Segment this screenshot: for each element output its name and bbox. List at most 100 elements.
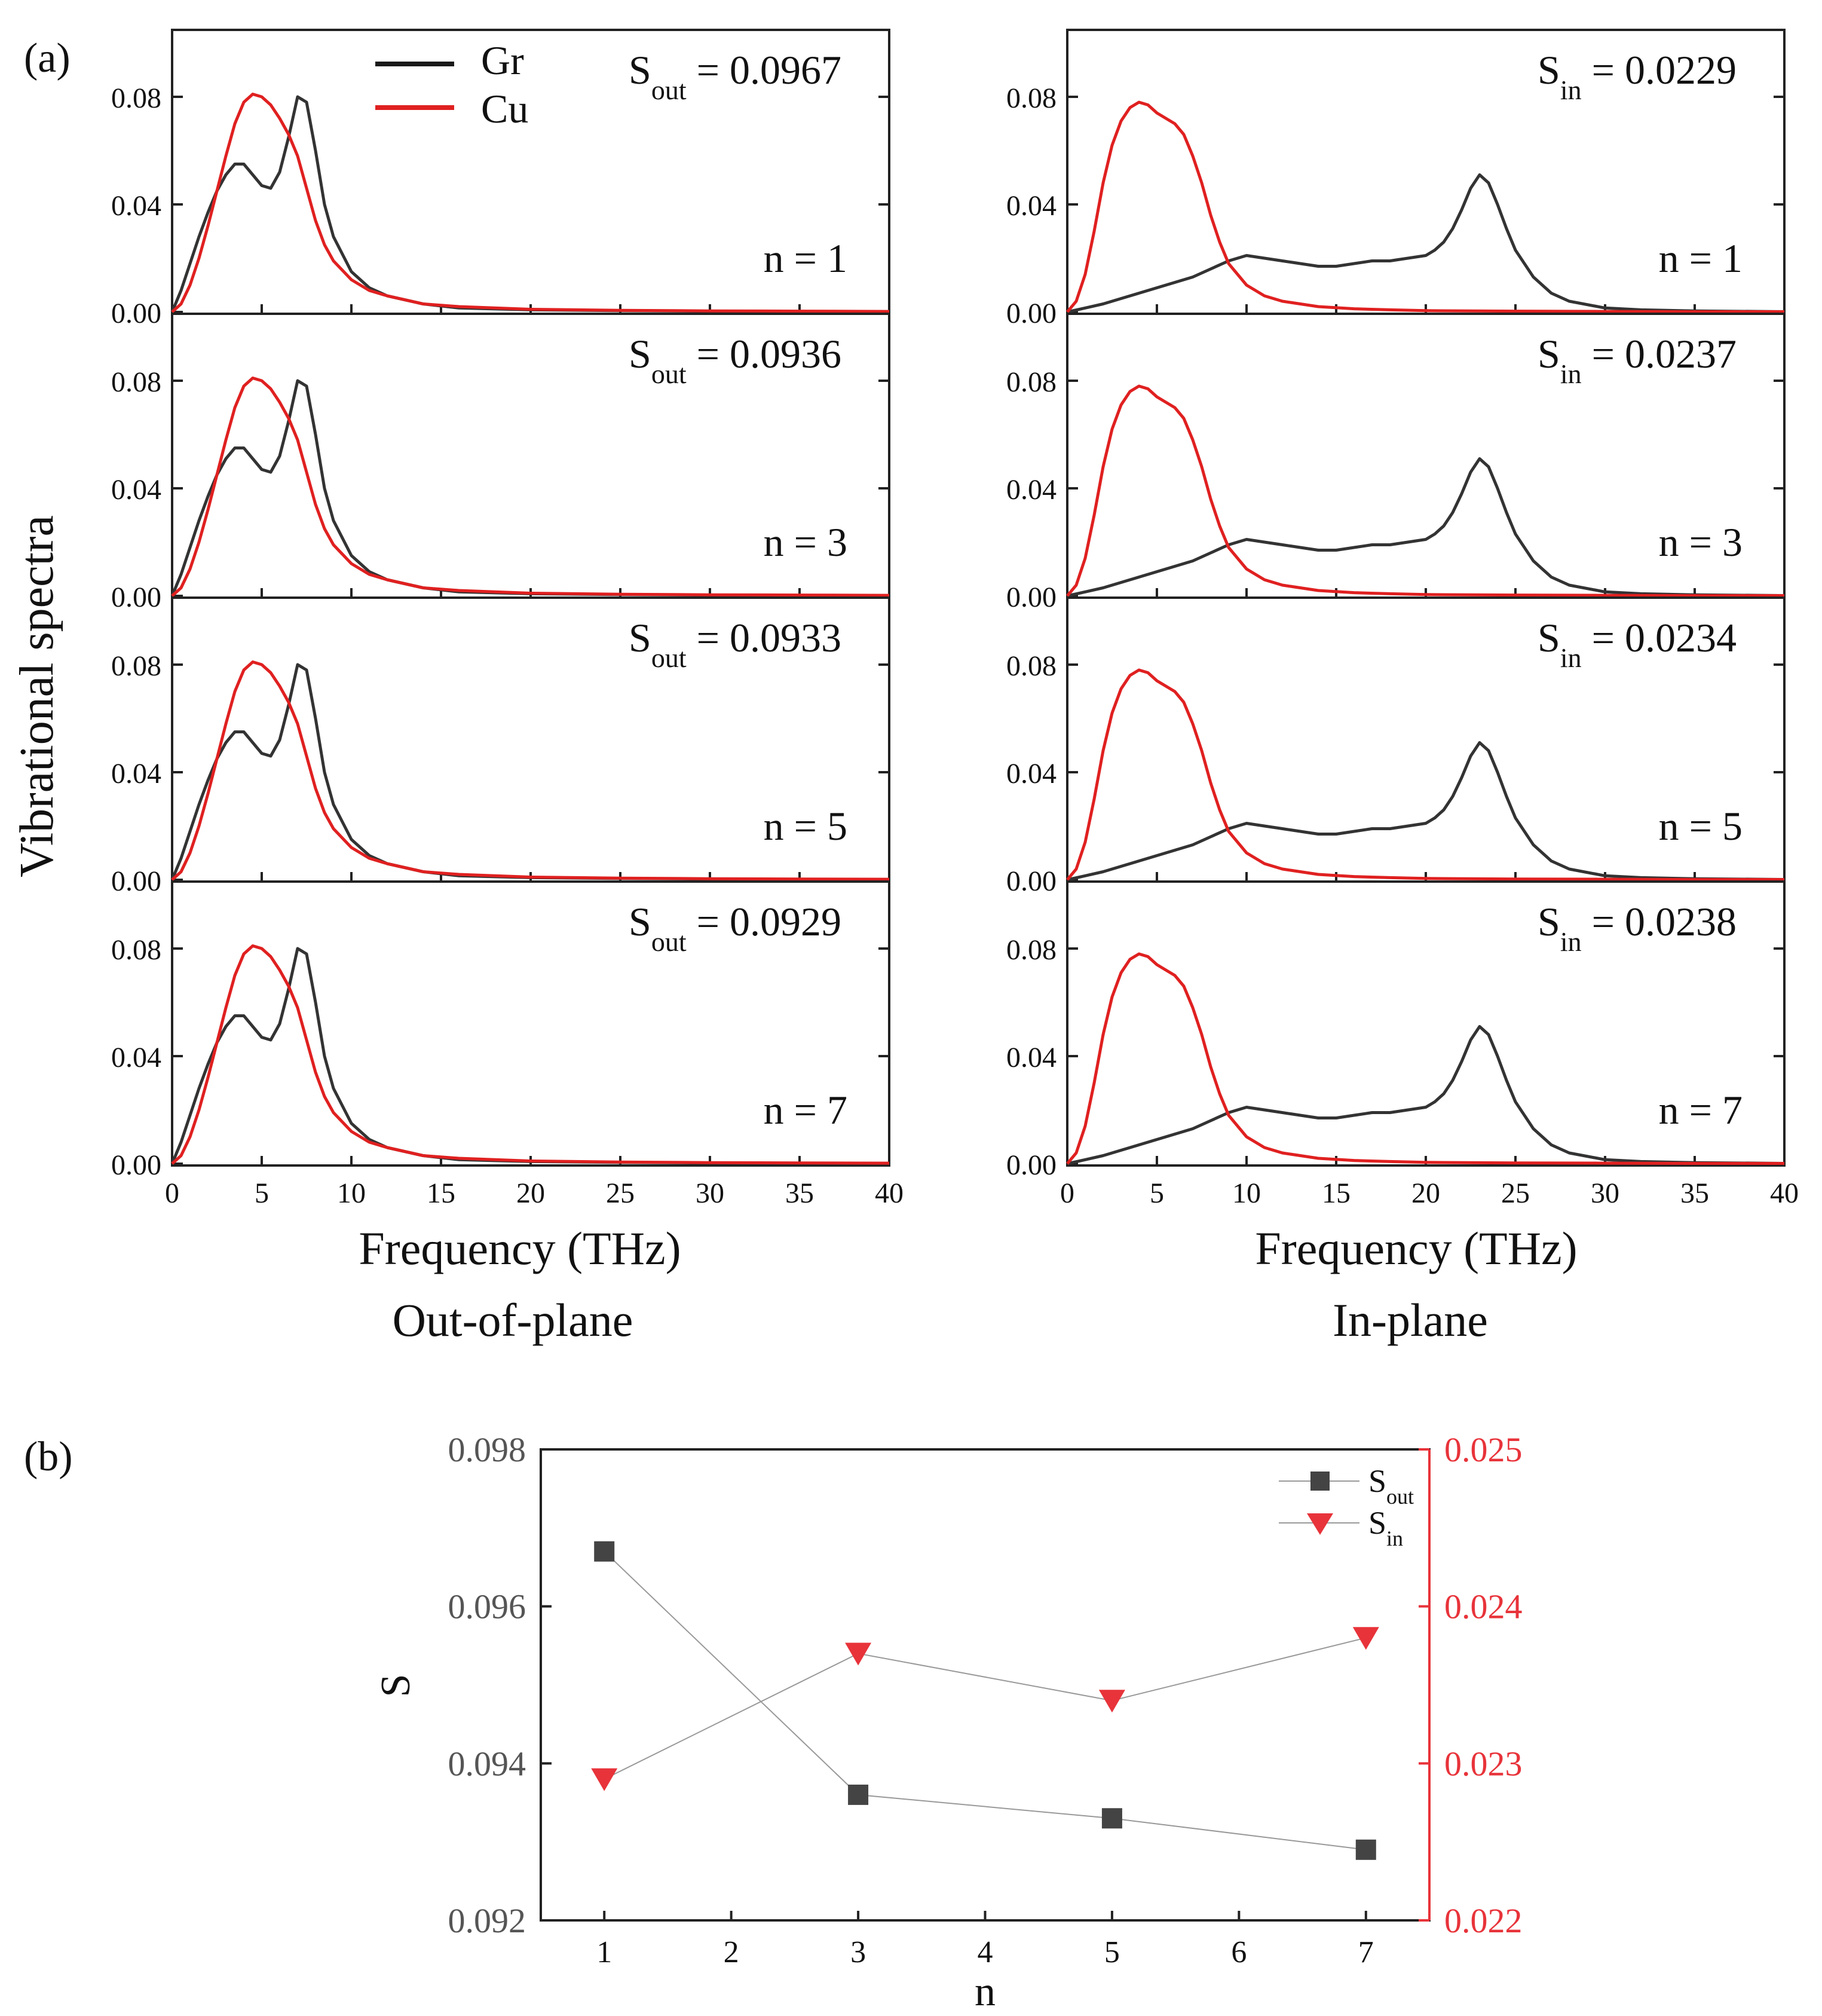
- y-tick-label: 0.08: [111, 366, 161, 398]
- point-s-out: [1101, 1808, 1122, 1829]
- y-tick-label: 0.08: [1006, 366, 1057, 398]
- legend-marker-out: [1310, 1472, 1330, 1491]
- series-line-cu: [1066, 384, 1784, 597]
- x-tick-label: 25: [606, 1177, 635, 1209]
- x-tick-label: 15: [1322, 1177, 1351, 1209]
- x-tick-label: 10: [337, 1177, 366, 1209]
- y-tick-label: 0.04: [111, 1042, 161, 1073]
- x-axis-title-right: Frequency (THz): [1255, 1222, 1577, 1274]
- y-tick-label: 0.08: [1006, 650, 1057, 682]
- y-tick-label: 0.04: [1006, 1042, 1057, 1073]
- x-tick-label: 5: [1150, 1177, 1164, 1209]
- n-label: n = 7: [1659, 1087, 1743, 1133]
- y-tick-label: 0.00: [1006, 298, 1057, 329]
- legend-a: Gr Cu: [375, 38, 528, 131]
- y-tick-label: 0.00: [111, 865, 161, 897]
- y-tick-label: 0.08: [1006, 934, 1057, 966]
- y-tick-label: 0.04: [1006, 758, 1057, 790]
- s-value-label: Sin = 0.0238: [1538, 899, 1737, 957]
- y2-tick-label: 0.022: [1444, 1901, 1523, 1940]
- y-tick-label: 0.04: [1006, 190, 1057, 222]
- x-tick-label: 7: [1358, 1935, 1374, 1969]
- y-tick-label: 0.00: [111, 1149, 161, 1181]
- x-tick-label: 35: [785, 1177, 814, 1209]
- series-line-gr: [1067, 173, 1785, 314]
- spectrum-panel-1-0: 0.00 0.04 0.08 Sin = 0.0229 n = 1: [1006, 29, 1786, 329]
- x-tick-label: 0: [165, 1177, 179, 1209]
- n-label: n = 3: [1659, 519, 1743, 565]
- x-tick-label: 40: [1770, 1177, 1799, 1209]
- y-tick-label: 0.092: [448, 1901, 526, 1940]
- x-tick-label: 30: [696, 1177, 724, 1209]
- point-s-out: [848, 1784, 869, 1805]
- spectrum-panel-1-3: 0.00 0.04 0.08 Sin = 0.0238 n = 7: [1006, 880, 1786, 1181]
- y-tick-label: 0.04: [111, 758, 161, 790]
- y-axis-title: Vibrational spectra: [11, 515, 63, 877]
- column-title-out-of-plane: Out-of-plane: [393, 1294, 633, 1346]
- spectrum-panel-0-1: 0.00 0.04 0.08 Sout = 0.0936 n = 3: [111, 313, 890, 613]
- series-line-gr: [1067, 457, 1785, 598]
- x-tick-label: 35: [1680, 1177, 1709, 1209]
- n-label: n = 1: [764, 235, 847, 281]
- y-tick-label: 0.00: [1006, 1149, 1057, 1181]
- y2-tick-label: 0.023: [1444, 1744, 1523, 1783]
- spectrum-panel-0-0: 0.00 0.04 0.08 Sout = 0.0967 n = 1: [111, 29, 890, 329]
- y-tick-label: 0.00: [111, 298, 161, 329]
- legend-label-out: Sout: [1368, 1463, 1414, 1509]
- legend-label-in: Sin: [1368, 1505, 1403, 1550]
- legend-marker-in: [1307, 1513, 1333, 1535]
- point-s-in: [591, 1768, 618, 1791]
- n-label: n = 7: [764, 1087, 847, 1133]
- s-value-label: Sout = 0.0933: [629, 615, 841, 673]
- y-tick-label: 0.08: [111, 934, 161, 966]
- x-tick-label: 2: [724, 1935, 739, 1969]
- y-tick-label: 0.04: [1006, 474, 1057, 506]
- series-line-cu: [171, 660, 890, 881]
- x-axis-title-left: Frequency (THz): [359, 1222, 681, 1274]
- series-line-cu: [171, 93, 890, 313]
- x-tick-label: 25: [1501, 1177, 1530, 1209]
- s-vs-n-chart: 0.092 0.094 0.096 0.098 0.022 0.023 0.024 0.025…: [373, 1430, 1523, 2015]
- series-line-cu: [171, 944, 890, 1165]
- x-tick-label: 20: [516, 1177, 545, 1209]
- y-tick-label: 0.096: [448, 1587, 526, 1626]
- series-line-cu: [1066, 100, 1784, 313]
- y-tick-label: 0.08: [111, 650, 161, 682]
- x-tick-label: 1: [596, 1935, 612, 1969]
- n-label: n = 5: [1659, 803, 1743, 849]
- spectrum-panel-1-1: 0.00 0.04 0.08 Sin = 0.0237 n = 3: [1006, 313, 1786, 613]
- y-tick-label: 0.04: [111, 190, 161, 222]
- point-s-in: [1098, 1690, 1125, 1713]
- y-tick-label: 0.098: [448, 1430, 526, 1469]
- y2-tick-label: 0.024: [1444, 1587, 1523, 1626]
- y2-tick-label: 0.025: [1444, 1430, 1523, 1469]
- x-tick-label: 4: [978, 1935, 993, 1969]
- x-tick-label: 6: [1231, 1935, 1247, 1969]
- series-line-gr: [1067, 1025, 1785, 1165]
- n-label: n = 5: [764, 803, 847, 849]
- x-tick-label: 20: [1411, 1177, 1440, 1209]
- x-tick-label: 30: [1591, 1177, 1619, 1209]
- s-value-label: Sout = 0.0967: [629, 47, 841, 105]
- spectrum-panel-0-3: 0.00 0.04 0.08 Sout = 0.0929 n = 7: [111, 880, 890, 1181]
- y-tick-label: 0.00: [111, 582, 161, 613]
- y-tick-label: 0.04: [111, 474, 161, 506]
- point-s-out: [594, 1541, 615, 1562]
- plot-frame: [540, 1448, 1431, 1922]
- spectrum-panel-0-2: 0.00 0.04 0.08 Sout = 0.0933 n = 5: [111, 596, 890, 897]
- x-tick-label: 40: [875, 1177, 904, 1209]
- y-tick-label: 0.08: [111, 82, 161, 114]
- column-title-in-plane: In-plane: [1333, 1294, 1488, 1346]
- series-line-in: [604, 1637, 1367, 1780]
- y-tick-label: 0.094: [448, 1744, 526, 1783]
- n-label: n = 3: [764, 519, 847, 565]
- x-axis-title: n: [975, 1969, 996, 2015]
- spectrum-panel-1-2: 0.00 0.04 0.08 Sin = 0.0234 n = 5: [1006, 596, 1786, 897]
- panel-a-label: (a): [24, 35, 71, 81]
- x-tick-label: 15: [427, 1177, 455, 1209]
- series-line-gr: [1067, 741, 1785, 882]
- x-tick-label: 3: [850, 1935, 866, 1969]
- s-value-label: Sin = 0.0229: [1538, 47, 1737, 105]
- point-s-in: [845, 1642, 872, 1666]
